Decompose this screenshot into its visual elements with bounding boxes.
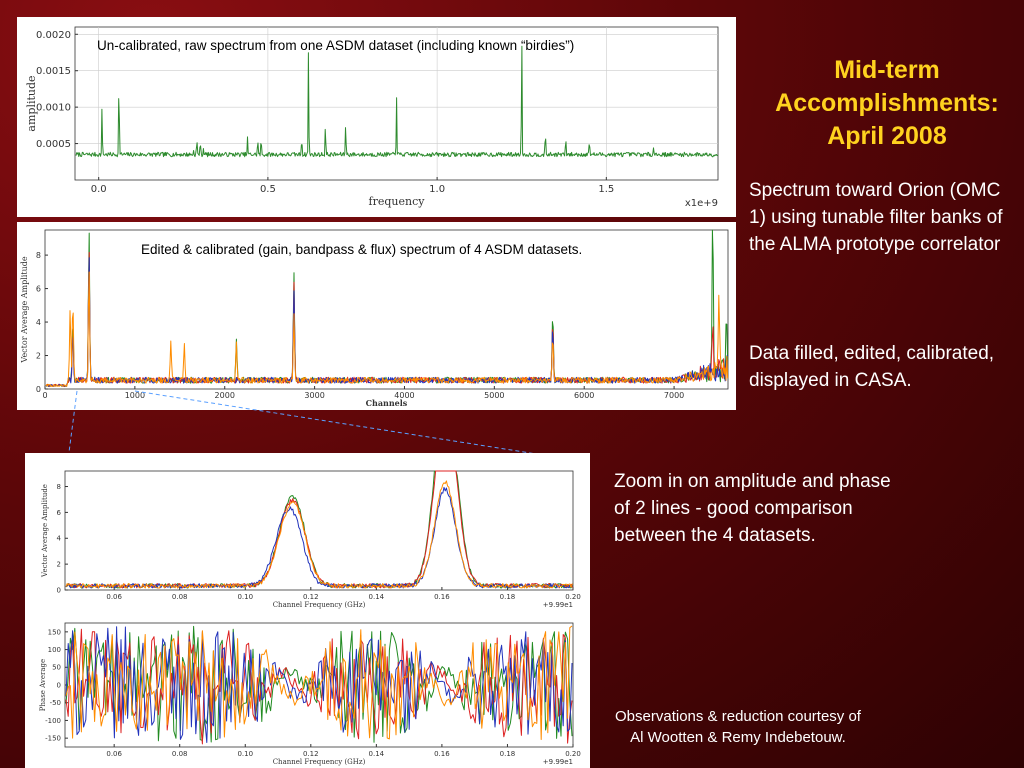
y-tick-label: 8 [36, 251, 41, 260]
zoom-amplitude-line [65, 486, 573, 589]
x-tick-label: 0.12 [303, 750, 319, 758]
x-tick-label: 1.5 [598, 184, 614, 195]
y-tick-label: 4 [36, 318, 41, 327]
x-tick-label: 5000 [484, 391, 504, 400]
y-tick-label: 6 [36, 284, 41, 293]
y-tick-label: 4 [57, 535, 62, 543]
zoom-amplitude-line [65, 480, 573, 589]
calibrated-spectrum-panel: 0 1000 2000 3000 4000 5000 6000 7000 0 2 4 6 8 Channe… [17, 222, 736, 613]
y-axis-label: Phase Average [39, 659, 47, 711]
zoom-phase-line [65, 626, 573, 743]
calibrated-spectrum-chart: 0 1000 2000 3000 4000 5000 6000 700002468Channe… [20, 229, 729, 408]
y-tick-label: 0.0020 [36, 30, 71, 41]
y-tick-label: 0 [57, 586, 61, 594]
raw-spectrum-caption: Un-calibrated, raw spectrum from one ASD… [97, 38, 574, 53]
y-tick-label: 0 [36, 385, 41, 394]
plot-frame [44, 229, 729, 390]
x-tick-label: 0.20 [565, 750, 581, 758]
slide-title: Mid-term Accomplishments: April 2008 [775, 56, 999, 150]
x-tick-label: 0 [42, 391, 47, 400]
x-tick-label: 6000 [574, 391, 594, 400]
x-tick-label: 0.10 [237, 750, 253, 758]
x-tick-label: 0.16 [434, 750, 450, 758]
zoom-phase-line [65, 628, 573, 745]
x-offset-label: +9.99e1 [543, 601, 573, 609]
x-tick-label: 1.0 [429, 184, 445, 195]
x-tick-label: 1000 [125, 391, 145, 400]
y-tick-label: 0.0010 [36, 103, 71, 114]
y-tick-label: -50 [50, 699, 61, 707]
zoom-amplitude-line [65, 470, 573, 589]
plot-frame [74, 26, 719, 181]
x-offset-label: +9.99e1 [543, 758, 573, 766]
zoom-phase-line [65, 625, 573, 740]
x-tick-label: 0.14 [369, 593, 385, 601]
y-tick-label: -150 [45, 735, 61, 743]
y-tick-label: 0 [57, 681, 61, 689]
x-tick-label: 0.16 [434, 593, 450, 601]
y-tick-label: 2 [57, 561, 61, 569]
y-tick-label: 8 [57, 483, 61, 491]
y-tick-label: 100 [48, 646, 61, 654]
plot-frame [64, 470, 574, 591]
zoom-description: Zoom in on amplitude and phase of 2 line… [614, 471, 891, 546]
y-tick-label: 0.0015 [36, 66, 71, 77]
x-tick-label: 2000 [215, 391, 235, 400]
x-tick-label: 0.12 [303, 593, 319, 601]
zoom-amplitude-line [65, 470, 573, 589]
x-axis-label: frequency [369, 195, 426, 208]
zoom-panel: 0.06 0.08 0.10 0.12 0.14 0.16 0.18 0.20 0 2 4 6 8 Cha… [25, 453, 590, 768]
x-tick-label: 0.18 [500, 750, 516, 758]
y-tick-label: 0.0005 [36, 139, 71, 150]
x-tick-label: 0.06 [106, 593, 122, 601]
y-tick-label: 6 [57, 509, 62, 517]
calibrated-spectrum-caption: Edited & calibrated (gain, bandpass & fl… [141, 242, 582, 257]
calibrated-spectrum-line [45, 271, 729, 387]
calibrated-spectrum-line [45, 251, 729, 388]
x-tick-label: 0.5 [260, 184, 276, 195]
raw-spectrum-chart: 0.0 0.5 1.0 1.5 0.0005 0.0010 0.0015 0.0020 freq… [25, 26, 719, 209]
x-tick-label: 3000 [304, 391, 324, 400]
x-axis-label: Channels [366, 398, 408, 408]
x-axis-label: Channel Frequency (GHz) [273, 758, 366, 766]
credit: Observations & reduction courtesy of Al … [588, 706, 888, 748]
casa-description: Data filled, edited, calibrated, display… [749, 343, 995, 391]
x-tick-label: 7000 [664, 391, 684, 400]
x-axis-label: Channel Frequency (GHz) [273, 601, 366, 609]
credit-line-2: Al Wootten & Remy Indebetouw. [630, 729, 846, 746]
x-tick-label: 0.06 [106, 750, 122, 758]
y-tick-label: 150 [48, 628, 61, 636]
y-axis-label: Vector Average Amplitude [41, 484, 49, 578]
x-offset-label: x1e+9 [685, 198, 718, 209]
calibrated-spectrum-line [45, 257, 729, 387]
x-tick-label: 0.10 [237, 593, 253, 601]
raw-spectrum-line [75, 45, 719, 158]
raw-spectrum-panel: 0.0 0.5 1.0 1.5 0.0005 0.0010 0.0015 0.0020 freq… [17, 17, 736, 217]
x-tick-label: 0.14 [369, 750, 385, 758]
x-tick-label: 0.08 [172, 593, 188, 601]
x-tick-label: 0.0 [91, 184, 107, 195]
orion-description: Spectrum toward Orion (OMC 1) using tuna… [749, 180, 1003, 255]
y-tick-label: 2 [36, 351, 41, 360]
y-axis-label: Vector Average Amplitude [20, 256, 29, 363]
y-tick-label: 50 [52, 664, 61, 672]
x-tick-label: 0.18 [500, 593, 516, 601]
y-axis-label: amplitude [25, 75, 38, 131]
x-tick-label: 0.08 [172, 750, 188, 758]
x-tick-label: 0.20 [565, 593, 581, 601]
y-tick-label: -100 [45, 717, 61, 725]
zoom-charts: 0.06 0.08 0.10 0.12 0.14 0.16 0.18 0.20 0 2 4 6 8 Cha… [39, 470, 581, 766]
credit-line-1: Observations & reduction courtesy of [615, 708, 861, 725]
